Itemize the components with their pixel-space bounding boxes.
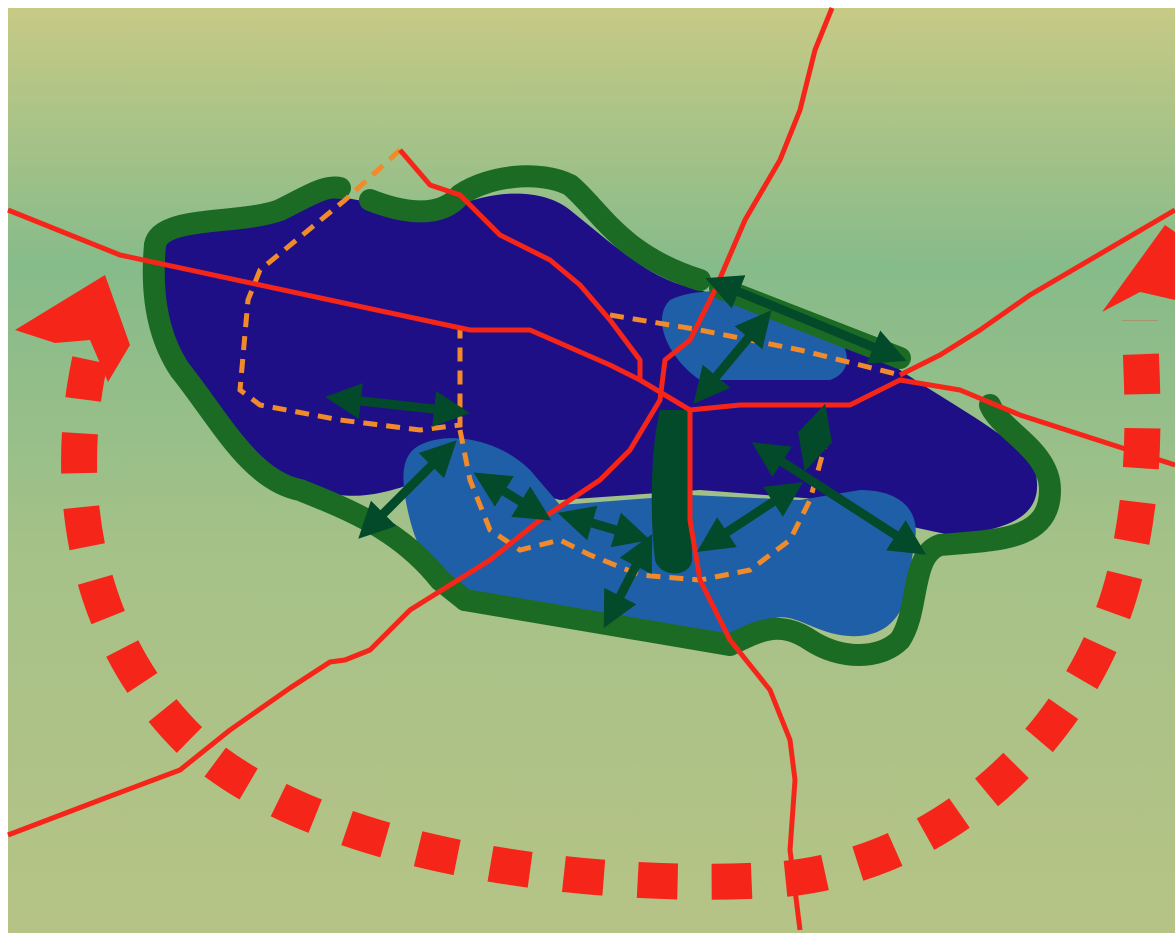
link-arrow xyxy=(325,275,927,628)
park xyxy=(651,410,692,574)
expansion-ring xyxy=(61,319,1161,900)
ring-arrowhead xyxy=(15,275,130,382)
road xyxy=(7,7,1175,931)
ring-arrowhead xyxy=(1102,225,1175,312)
